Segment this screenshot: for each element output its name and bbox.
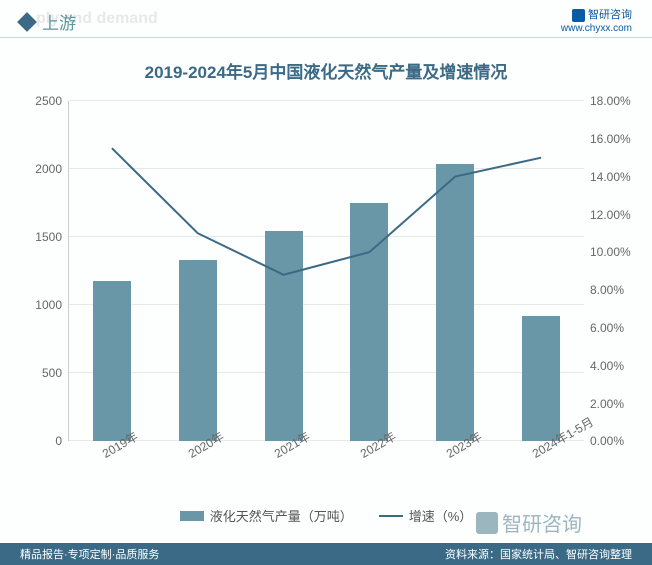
legend-bar-swatch bbox=[180, 511, 204, 521]
chart-container: 2019-2024年5月中国液化天然气产量及增速情况 0 500 1000 1500 2… bbox=[0, 38, 652, 525]
y-left-tick: 2000 bbox=[35, 162, 62, 176]
y-right-tick: 8.00% bbox=[590, 283, 624, 297]
y-right-tick: 4.00% bbox=[590, 359, 624, 373]
y-right-tick: 12.00% bbox=[590, 208, 631, 222]
y-left-tick: 1000 bbox=[35, 298, 62, 312]
header: 上游 智研咨询 www.chyxx.com bbox=[0, 0, 652, 38]
brand-block: 智研咨询 www.chyxx.com bbox=[561, 8, 632, 35]
watermark: 智研咨询 bbox=[476, 508, 582, 537]
footer-left: 精品报告·专项定制·品质服务 bbox=[20, 546, 159, 562]
y-left-tick: 2500 bbox=[35, 94, 62, 108]
footer: 精品报告·专项定制·品质服务 资料来源：国家统计局、智研咨询整理 bbox=[0, 543, 652, 565]
y-axis-left: 05001000150020002500 bbox=[20, 101, 68, 441]
y-right-tick: 6.00% bbox=[590, 321, 624, 335]
y-left-tick: 1500 bbox=[35, 230, 62, 244]
section-label: 上游 bbox=[42, 9, 76, 34]
growth-line bbox=[112, 149, 541, 276]
watermark-icon bbox=[476, 512, 498, 534]
plot-area bbox=[68, 101, 584, 441]
header-left: 上游 bbox=[20, 9, 76, 34]
brand-name: 智研咨询 bbox=[588, 8, 632, 22]
y-right-tick: 16.00% bbox=[590, 132, 631, 146]
line-overlay bbox=[69, 101, 584, 441]
watermark-text: 智研咨询 bbox=[502, 508, 582, 537]
diamond-icon bbox=[17, 12, 37, 32]
y-left-tick: 500 bbox=[42, 366, 62, 380]
brand-url: www.chyxx.com bbox=[561, 22, 632, 35]
y-right-tick: 2.00% bbox=[590, 397, 624, 411]
chart-area: 05001000150020002500 0.00%2.00%4.00%6.00… bbox=[20, 101, 632, 441]
x-axis-labels: 2019年2020年2021年2022年2023年2024年1-5月 bbox=[68, 441, 584, 468]
chart-title: 2019-2024年5月中国液化天然气产量及增速情况 bbox=[20, 58, 632, 83]
y-right-tick: 0.00% bbox=[590, 434, 624, 448]
y-right-tick: 10.00% bbox=[590, 245, 631, 259]
y-axis-right: 0.00%2.00%4.00%6.00%8.00%10.00%12.00%14.… bbox=[584, 101, 632, 441]
y-right-tick: 14.00% bbox=[590, 170, 631, 184]
y-left-tick: 0 bbox=[55, 434, 62, 448]
legend-bar-item: 液化天然气产量（万吨） bbox=[180, 506, 353, 525]
legend-line-item: 增速（%） bbox=[379, 506, 473, 525]
y-right-tick: 18.00% bbox=[590, 94, 631, 108]
brand-icon bbox=[572, 9, 585, 22]
legend-line-label: 增速（%） bbox=[409, 506, 473, 525]
footer-right: 资料来源：国家统计局、智研咨询整理 bbox=[445, 546, 632, 562]
legend-bar-label: 液化天然气产量（万吨） bbox=[210, 506, 353, 525]
legend-line-swatch bbox=[379, 515, 403, 517]
